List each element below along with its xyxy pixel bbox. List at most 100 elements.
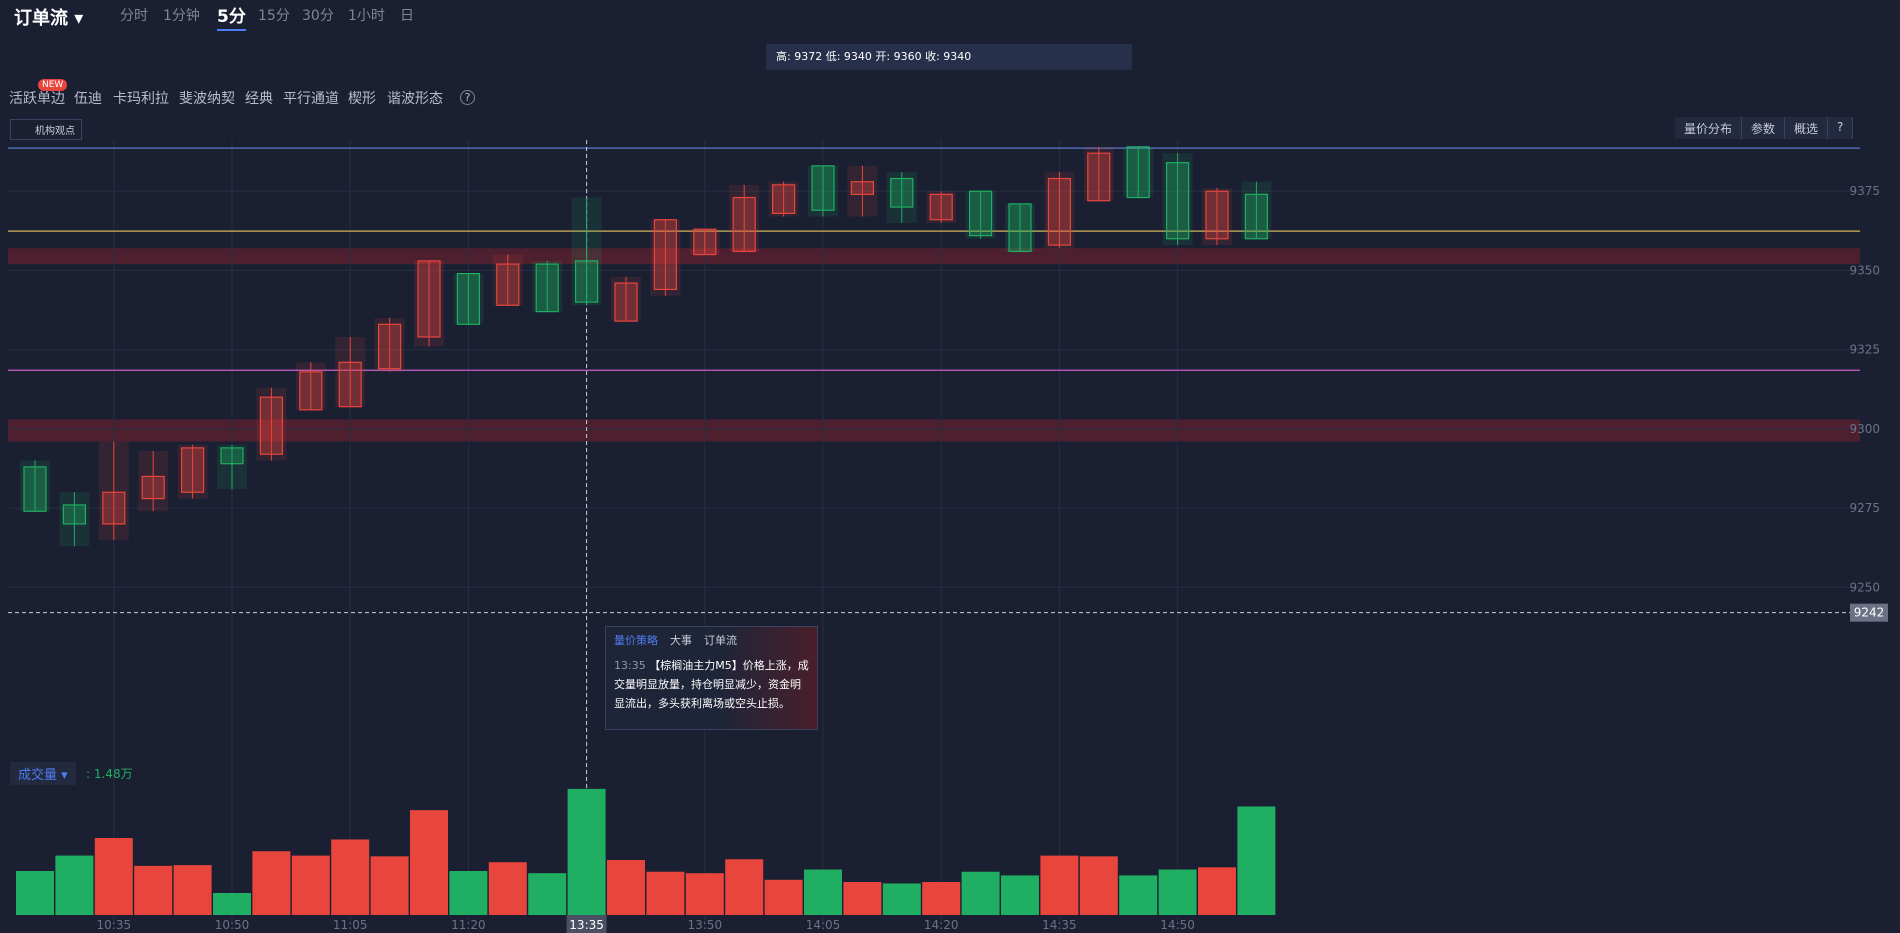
volume-bar bbox=[55, 855, 94, 915]
institution-view[interactable]: 机构观点 bbox=[10, 119, 82, 140]
volume-bar bbox=[764, 879, 803, 915]
candle-body bbox=[220, 447, 244, 465]
candle-body bbox=[693, 228, 717, 256]
period-tab[interactable]: 15分 bbox=[258, 8, 290, 24]
volume-bar bbox=[804, 869, 842, 915]
volume-bar bbox=[1079, 856, 1118, 915]
toolbar-button[interactable]: 参数 bbox=[1742, 117, 1786, 139]
tool-item[interactable]: 经典 bbox=[245, 91, 273, 107]
candle-body bbox=[1205, 190, 1229, 240]
zone bbox=[8, 419, 1860, 442]
tool-item[interactable]: 平行通道 bbox=[283, 91, 339, 107]
volume-bar bbox=[1001, 875, 1039, 915]
tooltip: 量价策略 大事 订单流 13:35 【棕榈油主力M5】价格上涨，成交量明显放量，持仓… bbox=[605, 626, 818, 730]
x-tick-label: 14:05 bbox=[806, 918, 841, 932]
period-tab[interactable]: 1分钟 bbox=[163, 8, 200, 24]
period-tab[interactable]: 5分 bbox=[217, 2, 246, 31]
tooltip-tab[interactable]: 量价策略 bbox=[614, 634, 658, 647]
volume-bar bbox=[843, 882, 882, 915]
help-button[interactable]: ? bbox=[460, 90, 475, 105]
candle-body bbox=[1087, 152, 1111, 202]
volume-bar bbox=[449, 871, 488, 915]
candle-body bbox=[181, 447, 205, 493]
volume-title: 成交量 bbox=[18, 768, 58, 783]
tooltip-body: 13:35 【棕榈油主力M5】价格上涨，成交量明显放量，持仓明显减少，资金明显流… bbox=[614, 656, 809, 713]
candle-body bbox=[929, 193, 953, 221]
x-tick-label: 11:05 bbox=[333, 918, 368, 932]
candle-body bbox=[771, 184, 796, 214]
candle-body bbox=[732, 196, 756, 253]
y-tick-label: 9325 bbox=[1849, 343, 1880, 357]
volume-bar bbox=[488, 862, 527, 915]
period-tab[interactable]: 日 bbox=[400, 8, 414, 24]
tooltip-tab[interactable]: 订单流 bbox=[704, 634, 737, 647]
volume-bar bbox=[1040, 855, 1079, 915]
tool-item[interactable]: 斐波纳契 bbox=[179, 91, 235, 107]
volume-bar bbox=[213, 893, 251, 915]
tooltip-text: 【棕榈油主力M5】价格上涨，成交量明显放量，持仓明显减少，资金明显流出，多头获利… bbox=[614, 659, 809, 710]
x-tick-label: 10:50 bbox=[215, 918, 250, 932]
candle-body bbox=[1165, 162, 1190, 240]
tooltip-tabs: 量价策略 大事 订单流 bbox=[614, 632, 809, 648]
crosshair-label: 9242 bbox=[1854, 606, 1885, 620]
candle-body bbox=[1047, 177, 1072, 246]
volume-bar bbox=[685, 873, 724, 915]
candle-body bbox=[614, 282, 638, 322]
candle-body bbox=[535, 263, 559, 313]
volume-bar bbox=[607, 860, 645, 915]
candle-body bbox=[141, 475, 165, 500]
candle-body bbox=[378, 323, 402, 370]
candle-body bbox=[62, 504, 87, 525]
candle-body bbox=[338, 361, 362, 408]
app-title[interactable]: 订单流 ▾ bbox=[14, 8, 84, 29]
volume-bar bbox=[528, 873, 567, 915]
toolbar-button[interactable]: ? bbox=[1828, 117, 1854, 139]
volume-bar bbox=[567, 788, 606, 915]
volume-bar bbox=[331, 839, 370, 915]
right-buttons: 量价分布 参数 概选? bbox=[1675, 117, 1854, 139]
period-tab[interactable]: 1小时 bbox=[348, 8, 385, 24]
tool-item[interactable]: 卡玛利拉 bbox=[113, 91, 169, 107]
period-tab[interactable]: 分时 bbox=[120, 8, 148, 24]
tool-item[interactable]: 谐波形态 bbox=[387, 91, 443, 107]
candle-body bbox=[496, 263, 520, 306]
volume-bar bbox=[1119, 875, 1158, 915]
x-tick-label: 11:20 bbox=[451, 918, 486, 932]
tool-item[interactable]: 伍迪 bbox=[74, 91, 102, 107]
volume-bar bbox=[725, 859, 764, 915]
tool-item[interactable]: 楔形 bbox=[348, 91, 376, 107]
tooltip-tab[interactable]: 大事 bbox=[670, 634, 692, 647]
candle-body bbox=[811, 165, 835, 211]
volume-legend[interactable]: 成交量 ▾ bbox=[10, 762, 76, 785]
x-tick-label: 13:50 bbox=[688, 918, 723, 932]
toolbar-button[interactable]: 量价分布 bbox=[1675, 117, 1743, 139]
candle-body bbox=[1126, 146, 1150, 199]
tool-item[interactable]: 活跃单边 bbox=[9, 91, 65, 107]
y-tick-label: 9250 bbox=[1849, 580, 1880, 594]
period-tab[interactable]: 30分 bbox=[302, 8, 334, 24]
candle-body bbox=[653, 219, 678, 291]
toolbar-button[interactable]: 概选 bbox=[1785, 117, 1829, 139]
x-tick-label: 13:35 bbox=[569, 918, 604, 932]
volume-bar bbox=[646, 871, 685, 915]
y-tick-label: 9350 bbox=[1849, 263, 1880, 277]
volume-bar bbox=[94, 838, 133, 915]
volume-bar bbox=[1237, 806, 1276, 915]
zone bbox=[8, 248, 1860, 265]
y-tick-label: 9275 bbox=[1849, 501, 1880, 515]
candle-body bbox=[890, 177, 914, 208]
volume-bar bbox=[1198, 867, 1236, 915]
volume-bar bbox=[1158, 869, 1197, 915]
candle-body bbox=[968, 190, 993, 237]
candle-body bbox=[259, 396, 283, 455]
volume-bar bbox=[961, 871, 1000, 915]
candle-body bbox=[1244, 193, 1269, 240]
candle-body bbox=[456, 272, 480, 325]
candle-body bbox=[417, 260, 441, 338]
info-bar: 高: 9372 低: 9340 开: 9360 收: 9340 bbox=[766, 44, 1132, 70]
crosshair-label-bg bbox=[1850, 603, 1888, 622]
y-tick-label: 9375 bbox=[1849, 184, 1880, 198]
volume-bar bbox=[16, 871, 54, 915]
